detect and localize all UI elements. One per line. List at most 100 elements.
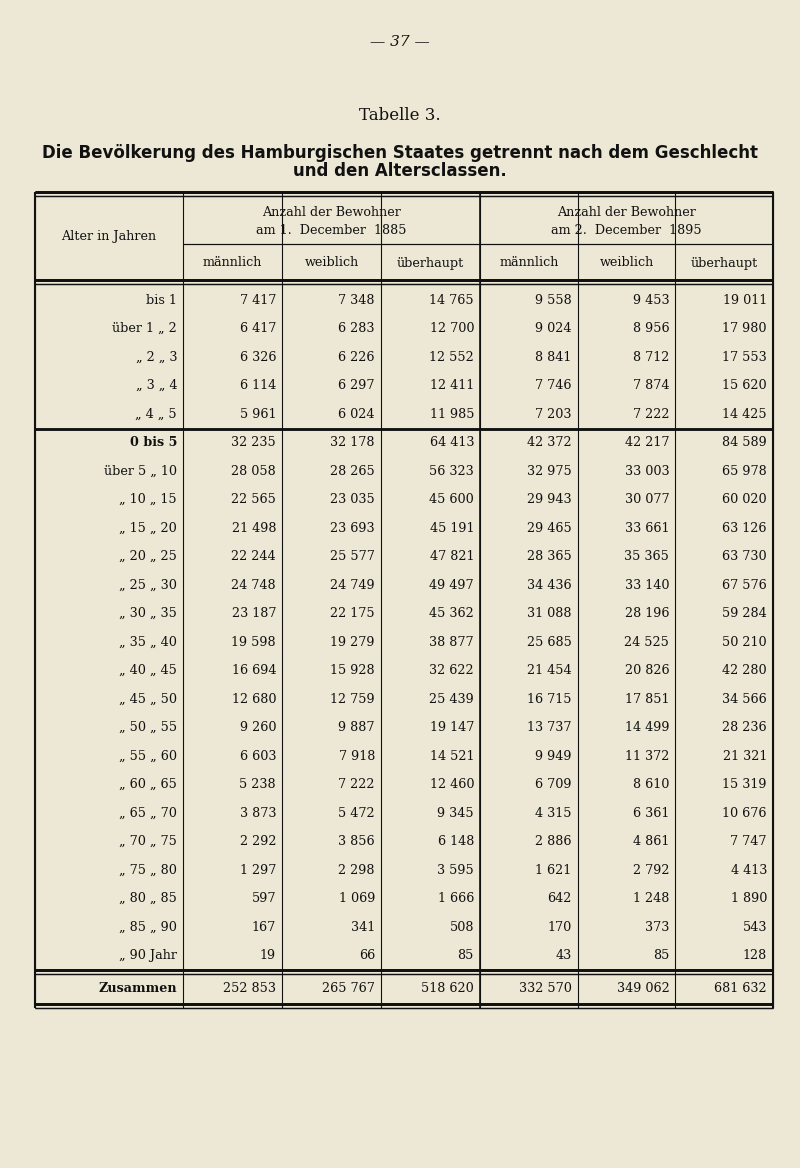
Text: über 5 „ 10: über 5 „ 10 bbox=[104, 465, 177, 478]
Text: 12 411: 12 411 bbox=[430, 380, 474, 392]
Text: 8 841: 8 841 bbox=[535, 350, 572, 363]
Text: überhaupt: überhaupt bbox=[690, 257, 758, 270]
Text: „ 60 „ 65: „ 60 „ 65 bbox=[119, 778, 177, 791]
Text: 24 525: 24 525 bbox=[625, 635, 670, 648]
Text: 349 062: 349 062 bbox=[617, 982, 670, 995]
Text: 43: 43 bbox=[555, 950, 572, 962]
Text: 14 499: 14 499 bbox=[625, 722, 670, 735]
Text: „ 35 „ 40: „ 35 „ 40 bbox=[119, 635, 177, 648]
Text: 66: 66 bbox=[358, 950, 375, 962]
Text: 332 570: 332 570 bbox=[518, 982, 572, 995]
Text: 25 439: 25 439 bbox=[430, 693, 474, 705]
Text: weiblich: weiblich bbox=[599, 257, 654, 270]
Text: 49 497: 49 497 bbox=[430, 579, 474, 592]
Text: 5 472: 5 472 bbox=[338, 807, 375, 820]
Text: 9 887: 9 887 bbox=[338, 722, 375, 735]
Text: 7 417: 7 417 bbox=[240, 293, 276, 307]
Text: „ 15 „ 20: „ 15 „ 20 bbox=[119, 522, 177, 535]
Text: Tabelle 3.: Tabelle 3. bbox=[359, 106, 441, 124]
Text: 45 191: 45 191 bbox=[430, 522, 474, 535]
Text: 24 749: 24 749 bbox=[330, 579, 375, 592]
Text: 15 928: 15 928 bbox=[330, 665, 375, 677]
Text: 6 226: 6 226 bbox=[338, 350, 375, 363]
Text: 56 323: 56 323 bbox=[430, 465, 474, 478]
Text: 6 024: 6 024 bbox=[338, 408, 375, 420]
Text: 12 552: 12 552 bbox=[430, 350, 474, 363]
Text: „ 85 „ 90: „ 85 „ 90 bbox=[119, 920, 177, 933]
Text: über 1 „ 2: über 1 „ 2 bbox=[112, 322, 177, 335]
Text: 59 284: 59 284 bbox=[722, 607, 767, 620]
Text: 8 956: 8 956 bbox=[633, 322, 670, 335]
Text: 265 767: 265 767 bbox=[322, 982, 375, 995]
Text: Anzahl der Bewohner: Anzahl der Bewohner bbox=[262, 207, 401, 220]
Text: 20 826: 20 826 bbox=[625, 665, 670, 677]
Text: 7 222: 7 222 bbox=[633, 408, 670, 420]
Text: „ 30 „ 35: „ 30 „ 35 bbox=[119, 607, 177, 620]
Text: 252 853: 252 853 bbox=[223, 982, 276, 995]
Text: 85: 85 bbox=[653, 950, 670, 962]
Text: 518 620: 518 620 bbox=[422, 982, 474, 995]
Text: 6 114: 6 114 bbox=[240, 380, 276, 392]
Text: 681 632: 681 632 bbox=[714, 982, 767, 995]
Text: 1 248: 1 248 bbox=[633, 892, 670, 905]
Text: 9 024: 9 024 bbox=[535, 322, 572, 335]
Text: 9 453: 9 453 bbox=[633, 293, 670, 307]
Text: 170: 170 bbox=[547, 920, 572, 933]
Text: 12 759: 12 759 bbox=[330, 693, 375, 705]
Text: 17 980: 17 980 bbox=[722, 322, 767, 335]
Text: 85: 85 bbox=[458, 950, 474, 962]
Text: 11 372: 11 372 bbox=[625, 750, 670, 763]
Text: weiblich: weiblich bbox=[304, 257, 358, 270]
Text: männlich: männlich bbox=[203, 257, 262, 270]
Text: „ 80 „ 85: „ 80 „ 85 bbox=[119, 892, 177, 905]
Text: 642: 642 bbox=[547, 892, 572, 905]
Text: „ 20 „ 25: „ 20 „ 25 bbox=[119, 550, 177, 563]
Text: 12 680: 12 680 bbox=[231, 693, 276, 705]
Text: 7 746: 7 746 bbox=[535, 380, 572, 392]
Text: 21 454: 21 454 bbox=[527, 665, 572, 677]
Text: „ 75 „ 80: „ 75 „ 80 bbox=[119, 864, 177, 877]
Text: Anzahl der Bewohner: Anzahl der Bewohner bbox=[557, 207, 696, 220]
Text: 45 362: 45 362 bbox=[430, 607, 474, 620]
Text: 373: 373 bbox=[645, 920, 670, 933]
Text: 63 126: 63 126 bbox=[722, 522, 767, 535]
Text: 15 620: 15 620 bbox=[722, 380, 767, 392]
Text: 28 236: 28 236 bbox=[722, 722, 767, 735]
Text: 12 700: 12 700 bbox=[430, 322, 474, 335]
Text: 19 598: 19 598 bbox=[231, 635, 276, 648]
Text: 1 069: 1 069 bbox=[338, 892, 375, 905]
Text: Die Bevölkerung des Hamburgischen Staates getrennt nach dem Geschlecht: Die Bevölkerung des Hamburgischen Staate… bbox=[42, 144, 758, 162]
Text: 7 918: 7 918 bbox=[338, 750, 375, 763]
Text: 14 765: 14 765 bbox=[430, 293, 474, 307]
Text: 67 576: 67 576 bbox=[722, 579, 767, 592]
Text: 28 365: 28 365 bbox=[527, 550, 572, 563]
Text: 32 975: 32 975 bbox=[527, 465, 572, 478]
Text: 1 666: 1 666 bbox=[438, 892, 474, 905]
Text: 42 217: 42 217 bbox=[625, 437, 670, 450]
Text: 19 279: 19 279 bbox=[330, 635, 375, 648]
Text: 4 315: 4 315 bbox=[535, 807, 572, 820]
Text: 64 413: 64 413 bbox=[430, 437, 474, 450]
Text: 63 730: 63 730 bbox=[722, 550, 767, 563]
Text: 7 348: 7 348 bbox=[338, 293, 375, 307]
Text: 543: 543 bbox=[742, 920, 767, 933]
Text: 13 737: 13 737 bbox=[527, 722, 572, 735]
Text: „ 65 „ 70: „ 65 „ 70 bbox=[119, 807, 177, 820]
Text: 12 460: 12 460 bbox=[430, 778, 474, 791]
Text: 10 676: 10 676 bbox=[722, 807, 767, 820]
Text: 11 985: 11 985 bbox=[430, 408, 474, 420]
Text: 6 603: 6 603 bbox=[239, 750, 276, 763]
Text: am 2.  December  1895: am 2. December 1895 bbox=[551, 224, 702, 237]
Text: 6 709: 6 709 bbox=[535, 778, 572, 791]
Text: 2 292: 2 292 bbox=[239, 835, 276, 848]
Text: 33 661: 33 661 bbox=[625, 522, 670, 535]
Text: 31 088: 31 088 bbox=[527, 607, 572, 620]
Text: 167: 167 bbox=[252, 920, 276, 933]
Text: und den Altersclassen.: und den Altersclassen. bbox=[293, 162, 507, 180]
Text: 2 886: 2 886 bbox=[535, 835, 572, 848]
Text: 16 715: 16 715 bbox=[527, 693, 572, 705]
Text: 25 577: 25 577 bbox=[330, 550, 375, 563]
Text: am 1.  December  1885: am 1. December 1885 bbox=[256, 224, 406, 237]
Text: „ 25 „ 30: „ 25 „ 30 bbox=[119, 579, 177, 592]
Text: „ 40 „ 45: „ 40 „ 45 bbox=[119, 665, 177, 677]
